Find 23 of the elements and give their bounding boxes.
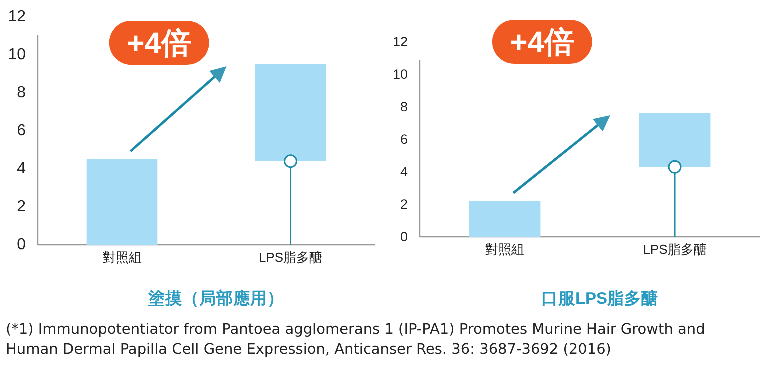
y-tick-label: 6 [17,122,26,140]
y-tick-label: 8 [17,84,26,102]
y-tick-label: 4 [400,164,408,180]
text: 口服LPS脂多醣 [541,289,659,308]
y-tick-label: 0 [400,230,408,244]
text: (*1) Immunopotentiator from Pantoea agglomerans 1 (IP-PA1) Promotes Murine Hair Growth and Human Dermal Papilla Cell Gene Expression, Anticanser Res. 36: 3687-3692 (2016) [6,321,706,360]
y-tick-label: 0 [17,236,26,254]
x-tick-label: LPS脂多醣 [258,250,323,265]
annotation: +4倍 [510,26,575,60]
x-tick-label: LPS脂多醣 [643,242,707,257]
y-tick-label: 10 [392,67,408,82]
y-tick-label: 6 [400,132,408,147]
x-tick-label: 對照組 [486,242,524,257]
x-tick-label: 對照組 [102,250,142,265]
y-tick-label: 2 [17,198,26,216]
text: 塗摸（局部應用） [148,289,284,308]
y-tick-label: 2 [400,197,408,212]
y-tick-label: 8 [400,100,408,114]
annotation: +4倍 [127,28,192,60]
y-tick-label: 10 [8,46,26,64]
y-tick-label: 12 [8,8,26,26]
y-tick-label: 4 [17,160,26,178]
y-tick-label: 12 [392,34,408,50]
